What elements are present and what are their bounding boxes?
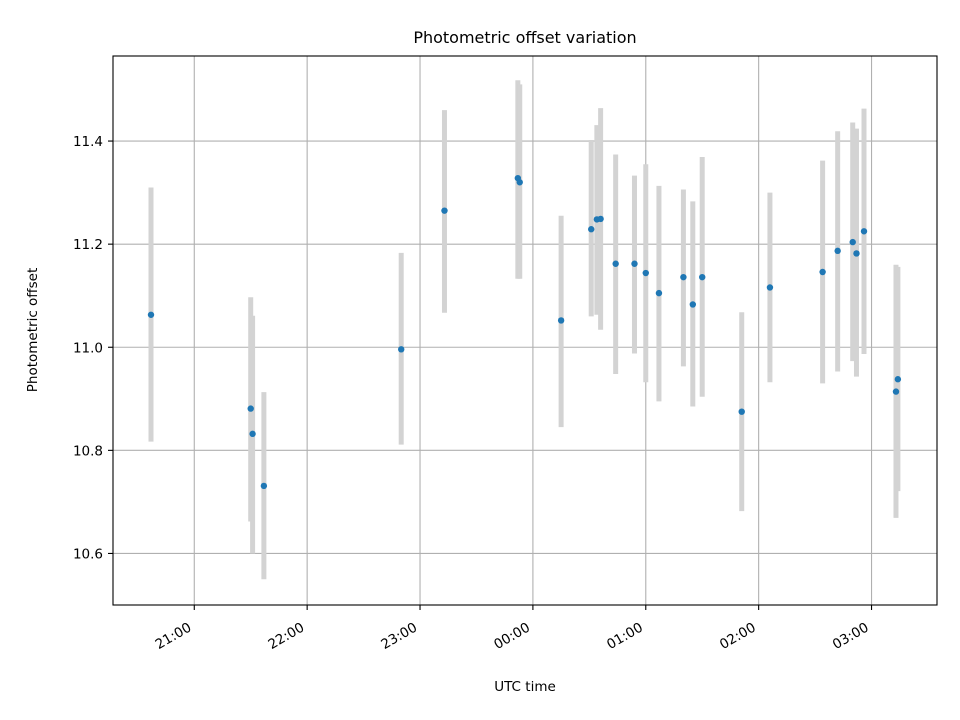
x-tick-label: 03:00 — [830, 620, 872, 653]
data-point — [612, 260, 619, 267]
data-point — [766, 284, 774, 291]
data-point — [557, 317, 565, 324]
data-point — [894, 376, 902, 383]
x-tick-label: 21:00 — [153, 620, 195, 653]
chart-title: Photometric offset variation — [413, 28, 636, 47]
y-tick-label: 11.0 — [73, 340, 103, 356]
data-point — [631, 260, 638, 267]
data-point — [680, 273, 687, 281]
data-point — [892, 388, 900, 395]
data-point — [834, 247, 841, 255]
data-point — [853, 250, 860, 257]
grid-lines — [113, 56, 937, 605]
x-axis-label: UTC time — [494, 679, 556, 695]
x-tick-label: 00:00 — [491, 620, 533, 653]
x-tick-label: 01:00 — [604, 620, 646, 653]
y-tick-label: 10.8 — [73, 443, 103, 459]
data-point — [689, 301, 697, 308]
data-point — [642, 269, 649, 277]
data-point — [249, 430, 256, 438]
data-point — [655, 289, 663, 297]
y-axis-ticks: 10.6 10.8 11.0 11.2 11.4 — [73, 134, 113, 562]
y-axis-label: Photometric offset — [25, 268, 41, 392]
data-points — [147, 174, 902, 490]
error-bars — [148, 80, 901, 580]
data-point — [247, 405, 254, 412]
data-point — [441, 207, 448, 214]
data-point — [597, 215, 604, 223]
data-point — [260, 482, 268, 490]
data-point — [147, 311, 155, 318]
data-point — [849, 238, 856, 246]
y-tick-label: 10.6 — [73, 546, 103, 562]
data-point — [516, 179, 523, 186]
x-tick-label: 02:00 — [717, 620, 759, 653]
data-point — [699, 273, 706, 281]
data-point — [398, 346, 405, 353]
x-tick-label: 23:00 — [378, 620, 420, 653]
y-tick-label: 11.4 — [73, 134, 103, 150]
data-point — [860, 228, 868, 235]
data-point — [738, 408, 745, 415]
data-point — [588, 226, 595, 233]
data-point — [819, 268, 826, 276]
x-tick-label: 22:00 — [265, 620, 307, 653]
x-axis-ticks: 21:00 22:00 23:00 00:00 01:00 02:00 03:00 — [153, 605, 873, 653]
plot-frame — [112, 55, 938, 606]
y-tick-label: 11.2 — [73, 237, 103, 253]
